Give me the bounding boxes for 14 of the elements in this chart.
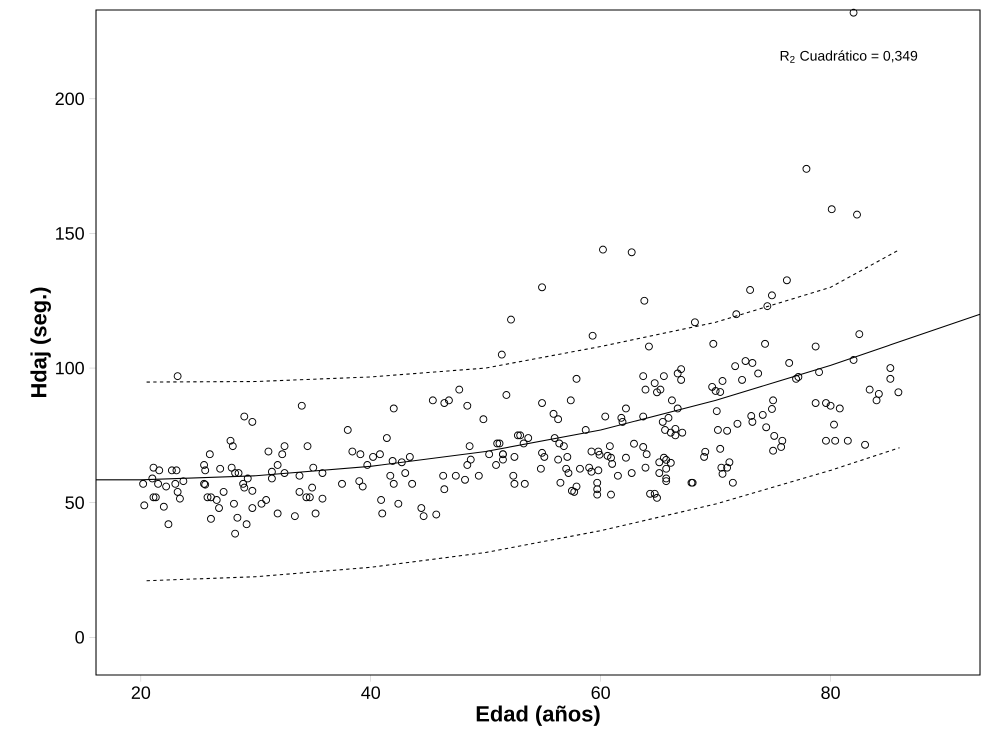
y-tick-label: 100 [56,362,84,374]
x-tick-label: 80 [821,686,840,700]
line-series [146,447,900,582]
y-axis-title: Hdaj (seg.) [30,288,51,398]
x-axis-title: Edad (años) [476,706,600,726]
x-tick-label: 40 [361,686,380,700]
y-tick-label: 150 [56,227,84,240]
y-tick-label: 0 [75,630,84,644]
y-tick-label: 50 [65,496,84,510]
line-series [146,249,900,383]
y-tick-label: 200 [56,92,84,106]
x-tick-label: 60 [592,686,610,700]
x-tick-label: 20 [132,686,150,700]
annotation: R$_{2}$ Cuadrático = 0,349 [780,50,918,63]
